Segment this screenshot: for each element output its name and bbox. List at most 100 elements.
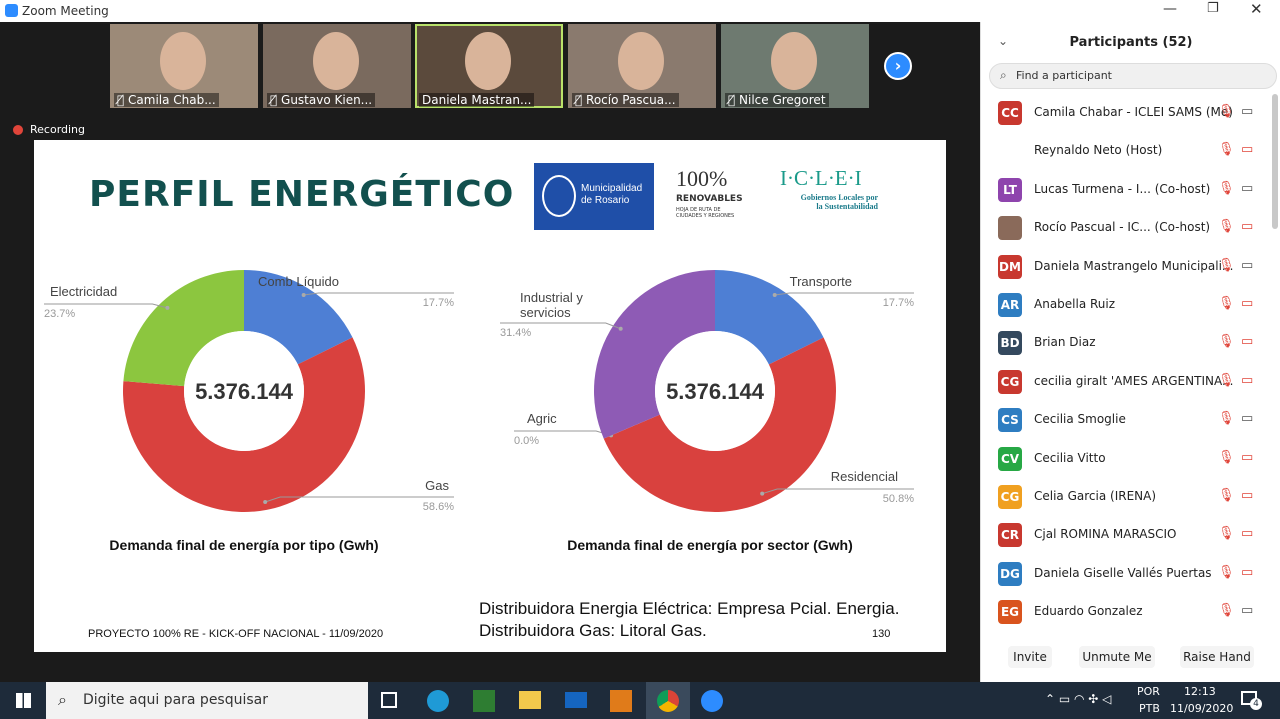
- store[interactable]: [473, 690, 495, 712]
- mail[interactable]: [565, 692, 587, 708]
- camera[interactable]: ▭: [1241, 372, 1254, 388]
- leader-dot: [165, 305, 170, 310]
- participant-row[interactable]: CR Cjal ROMINA MARASCIO 🎙 ▭: [980, 516, 1270, 554]
- participant-name: Cecilia Smoglie: [1034, 412, 1126, 427]
- mic-muted[interactable]: 🎙: [1218, 219, 1235, 235]
- panel-button[interactable]: Unmute Me: [1079, 646, 1155, 668]
- camera[interactable]: ▭: [1241, 449, 1254, 465]
- mic-muted[interactable]: 🎙: [1218, 603, 1235, 619]
- participant-row[interactable]: AR Anabella Ruiz 🎙 ▭: [980, 286, 1270, 324]
- mic-muted[interactable]: 🎙: [1218, 488, 1235, 503]
- mic-muted[interactable]: 🎙: [1218, 257, 1235, 273]
- leader-dot: [760, 491, 765, 496]
- video-tile: 🎙̸ Rocío Pascua...: [568, 24, 716, 108]
- window-title: Zoom Meeting: [22, 4, 109, 18]
- language[interactable]: POR: [1137, 685, 1160, 698]
- segment-label: Industrial y servicios: [520, 290, 583, 320]
- page-number: 130: [872, 628, 891, 640]
- tray-icons[interactable]: ⌃ ▭ ◠ ✣ ◁: [1045, 692, 1112, 706]
- chrome-active[interactable]: [646, 682, 690, 719]
- participant-name: Cecilia Vitto: [1034, 450, 1106, 465]
- participant-row[interactable]: LT Lucas Turmena - I... (Co-host) 🎙 ▭: [980, 171, 1270, 209]
- close[interactable]: ✕: [1250, 0, 1263, 18]
- participant-row[interactable]: EG Eduardo Gonzalez 🎙 ▭: [980, 593, 1270, 631]
- explorer[interactable]: [519, 691, 541, 709]
- participant-row[interactable]: CS Cecilia Smoglie 🎙 ▭: [980, 401, 1270, 439]
- participant-name: Reynaldo Neto (Host): [1034, 143, 1163, 158]
- mic-muted[interactable]: 🎙: [1218, 334, 1235, 350]
- camera[interactable]: ▭: [1241, 526, 1254, 542]
- camera[interactable]: ▭: [1241, 104, 1254, 119]
- donut-segment: [594, 270, 715, 439]
- participant-row[interactable]: DM Daniela Mastrangelo Municipali... 🎙 ▭: [980, 248, 1270, 286]
- camera[interactable]: ▭: [1241, 411, 1254, 427]
- keyboard-layout[interactable]: PTB: [1139, 702, 1160, 715]
- participant-face: [618, 32, 664, 90]
- camera[interactable]: ▭: [1241, 296, 1254, 311]
- mic-muted[interactable]: 🎙: [1218, 449, 1235, 465]
- clock-time[interactable]: 12:13: [1184, 685, 1216, 698]
- mic-muted[interactable]: 🎙: [1218, 564, 1235, 580]
- minimize[interactable]: —: [1163, 1, 1177, 17]
- participant-row[interactable]: CV Cecilia Vitto 🎙 ▭: [980, 440, 1270, 478]
- mic-muted[interactable]: 🎙: [1218, 372, 1235, 388]
- restore[interactable]: ❐: [1207, 1, 1219, 16]
- camera[interactable]: ▭: [1241, 334, 1254, 350]
- camera[interactable]: ▭: [1241, 564, 1254, 580]
- camera[interactable]: ▭: [1241, 488, 1254, 503]
- camera[interactable]: ▭: [1241, 180, 1254, 196]
- start-button[interactable]: [16, 693, 31, 708]
- camera[interactable]: ▭: [1241, 603, 1254, 619]
- camera[interactable]: ▭: [1241, 142, 1254, 158]
- participant-name: Rocío Pascual - IC... (Co-host): [1034, 220, 1211, 235]
- outlook[interactable]: [610, 690, 632, 712]
- taskbar: ⌕ Digite aqui para pesquisar ⌃ ▭ ◠ ✣ ◁ P…: [0, 682, 1280, 719]
- title-bar: Zoom Meeting — ❐ ✕: [0, 0, 1280, 22]
- participant-row[interactable]: Reynaldo Neto (Host) 🎙 ▭: [980, 132, 1270, 170]
- next-page[interactable]: ›: [884, 52, 912, 80]
- participant-row[interactable]: Rocío Pascual - IC... (Co-host) 🎙 ▭: [980, 209, 1270, 247]
- participant-name: Camila Chabar - ICLEI SAMS (Me): [1034, 105, 1233, 119]
- leader-line: [774, 292, 914, 296]
- renewables-number: 100%: [676, 166, 728, 191]
- mic-muted[interactable]: 🎙: [1218, 142, 1235, 158]
- participant-row[interactable]: CG cecilia giralt 'AMES ARGENTINA... 🎙 ▭: [980, 363, 1270, 401]
- iclei-sub: Gobiernos Locales por la Sustentabilidad: [800, 193, 878, 211]
- recording-dot: [13, 125, 23, 135]
- participant-row[interactable]: BD Brian Diaz 🎙 ▭: [980, 324, 1270, 362]
- task-view[interactable]: [381, 692, 397, 708]
- segment-label: Transporte: [789, 274, 852, 289]
- segment-percent: 17.7%: [882, 297, 914, 309]
- panel-button[interactable]: Invite: [1008, 646, 1052, 668]
- mic-muted[interactable]: 🎙: [1218, 296, 1235, 311]
- avatar: CV: [998, 446, 1022, 471]
- participant-row[interactable]: CG Celia Garcia (IRENA) 🎙 ▭: [980, 478, 1270, 516]
- participant-face: [313, 32, 359, 90]
- donut-segment: [244, 270, 353, 365]
- participant-face: [465, 32, 511, 90]
- collapse[interactable]: ⌄: [998, 34, 1009, 48]
- avatar: AR: [998, 293, 1022, 317]
- zoom[interactable]: [701, 690, 723, 712]
- participants-panel: ⌄ Participants (52) ⌕ Find a participant: [980, 22, 1280, 682]
- search-box[interactable]: ⌕ Find a participant: [989, 63, 1277, 89]
- edge[interactable]: [427, 690, 449, 712]
- clock-date[interactable]: 11/09/2020: [1170, 702, 1234, 715]
- mic-muted[interactable]: 🎙: [1218, 104, 1235, 119]
- avatar: BD: [998, 331, 1022, 356]
- camera[interactable]: ▭: [1241, 219, 1254, 235]
- participant-name: Daniela Mastrangelo Municipali...: [1034, 258, 1234, 273]
- mic-muted[interactable]: 🎙: [1218, 411, 1235, 427]
- leader-dot: [772, 293, 777, 298]
- mic-muted[interactable]: 🎙: [1218, 180, 1235, 196]
- mic-muted[interactable]: 🎙: [1218, 526, 1235, 542]
- donut-segment: [123, 270, 244, 387]
- taskbar-search[interactable]: ⌕ Digite aqui para pesquisar: [46, 682, 368, 719]
- leader-dot: [263, 499, 268, 504]
- camera[interactable]: ▭: [1241, 257, 1254, 273]
- avatar: DG: [998, 561, 1022, 586]
- renewables-label: RENOVABLES: [676, 194, 743, 204]
- participant-row[interactable]: DG Daniela Giselle Vallés Puertas 🎙 ▭: [980, 555, 1270, 593]
- panel-button[interactable]: Raise Hand: [1180, 646, 1254, 668]
- participant-row[interactable]: CC Camila Chabar - ICLEI SAMS (Me) 🎙 ▭: [980, 94, 1270, 132]
